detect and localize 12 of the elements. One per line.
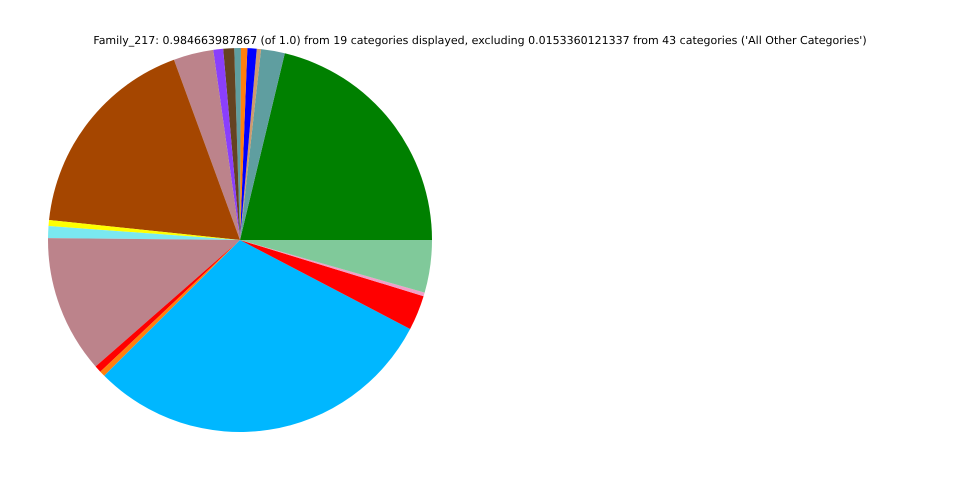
pie-slice — [48, 238, 240, 367]
pie-slice — [240, 240, 424, 329]
pie-slice — [240, 53, 432, 240]
pie-slice — [240, 48, 257, 240]
pie-slice — [49, 60, 240, 240]
text: Family_217: 0.984663987867 (of 1.0) from 19 categories displayed, excluding 0.0153360121337 from 43 categories ('All Other Categories') — [93, 34, 867, 47]
pie-slice — [104, 240, 410, 432]
pie-slice — [240, 48, 262, 240]
pie-slice — [223, 48, 240, 240]
pie-slice — [174, 50, 240, 240]
pie-slice — [48, 220, 240, 240]
pie-slice — [213, 48, 240, 240]
